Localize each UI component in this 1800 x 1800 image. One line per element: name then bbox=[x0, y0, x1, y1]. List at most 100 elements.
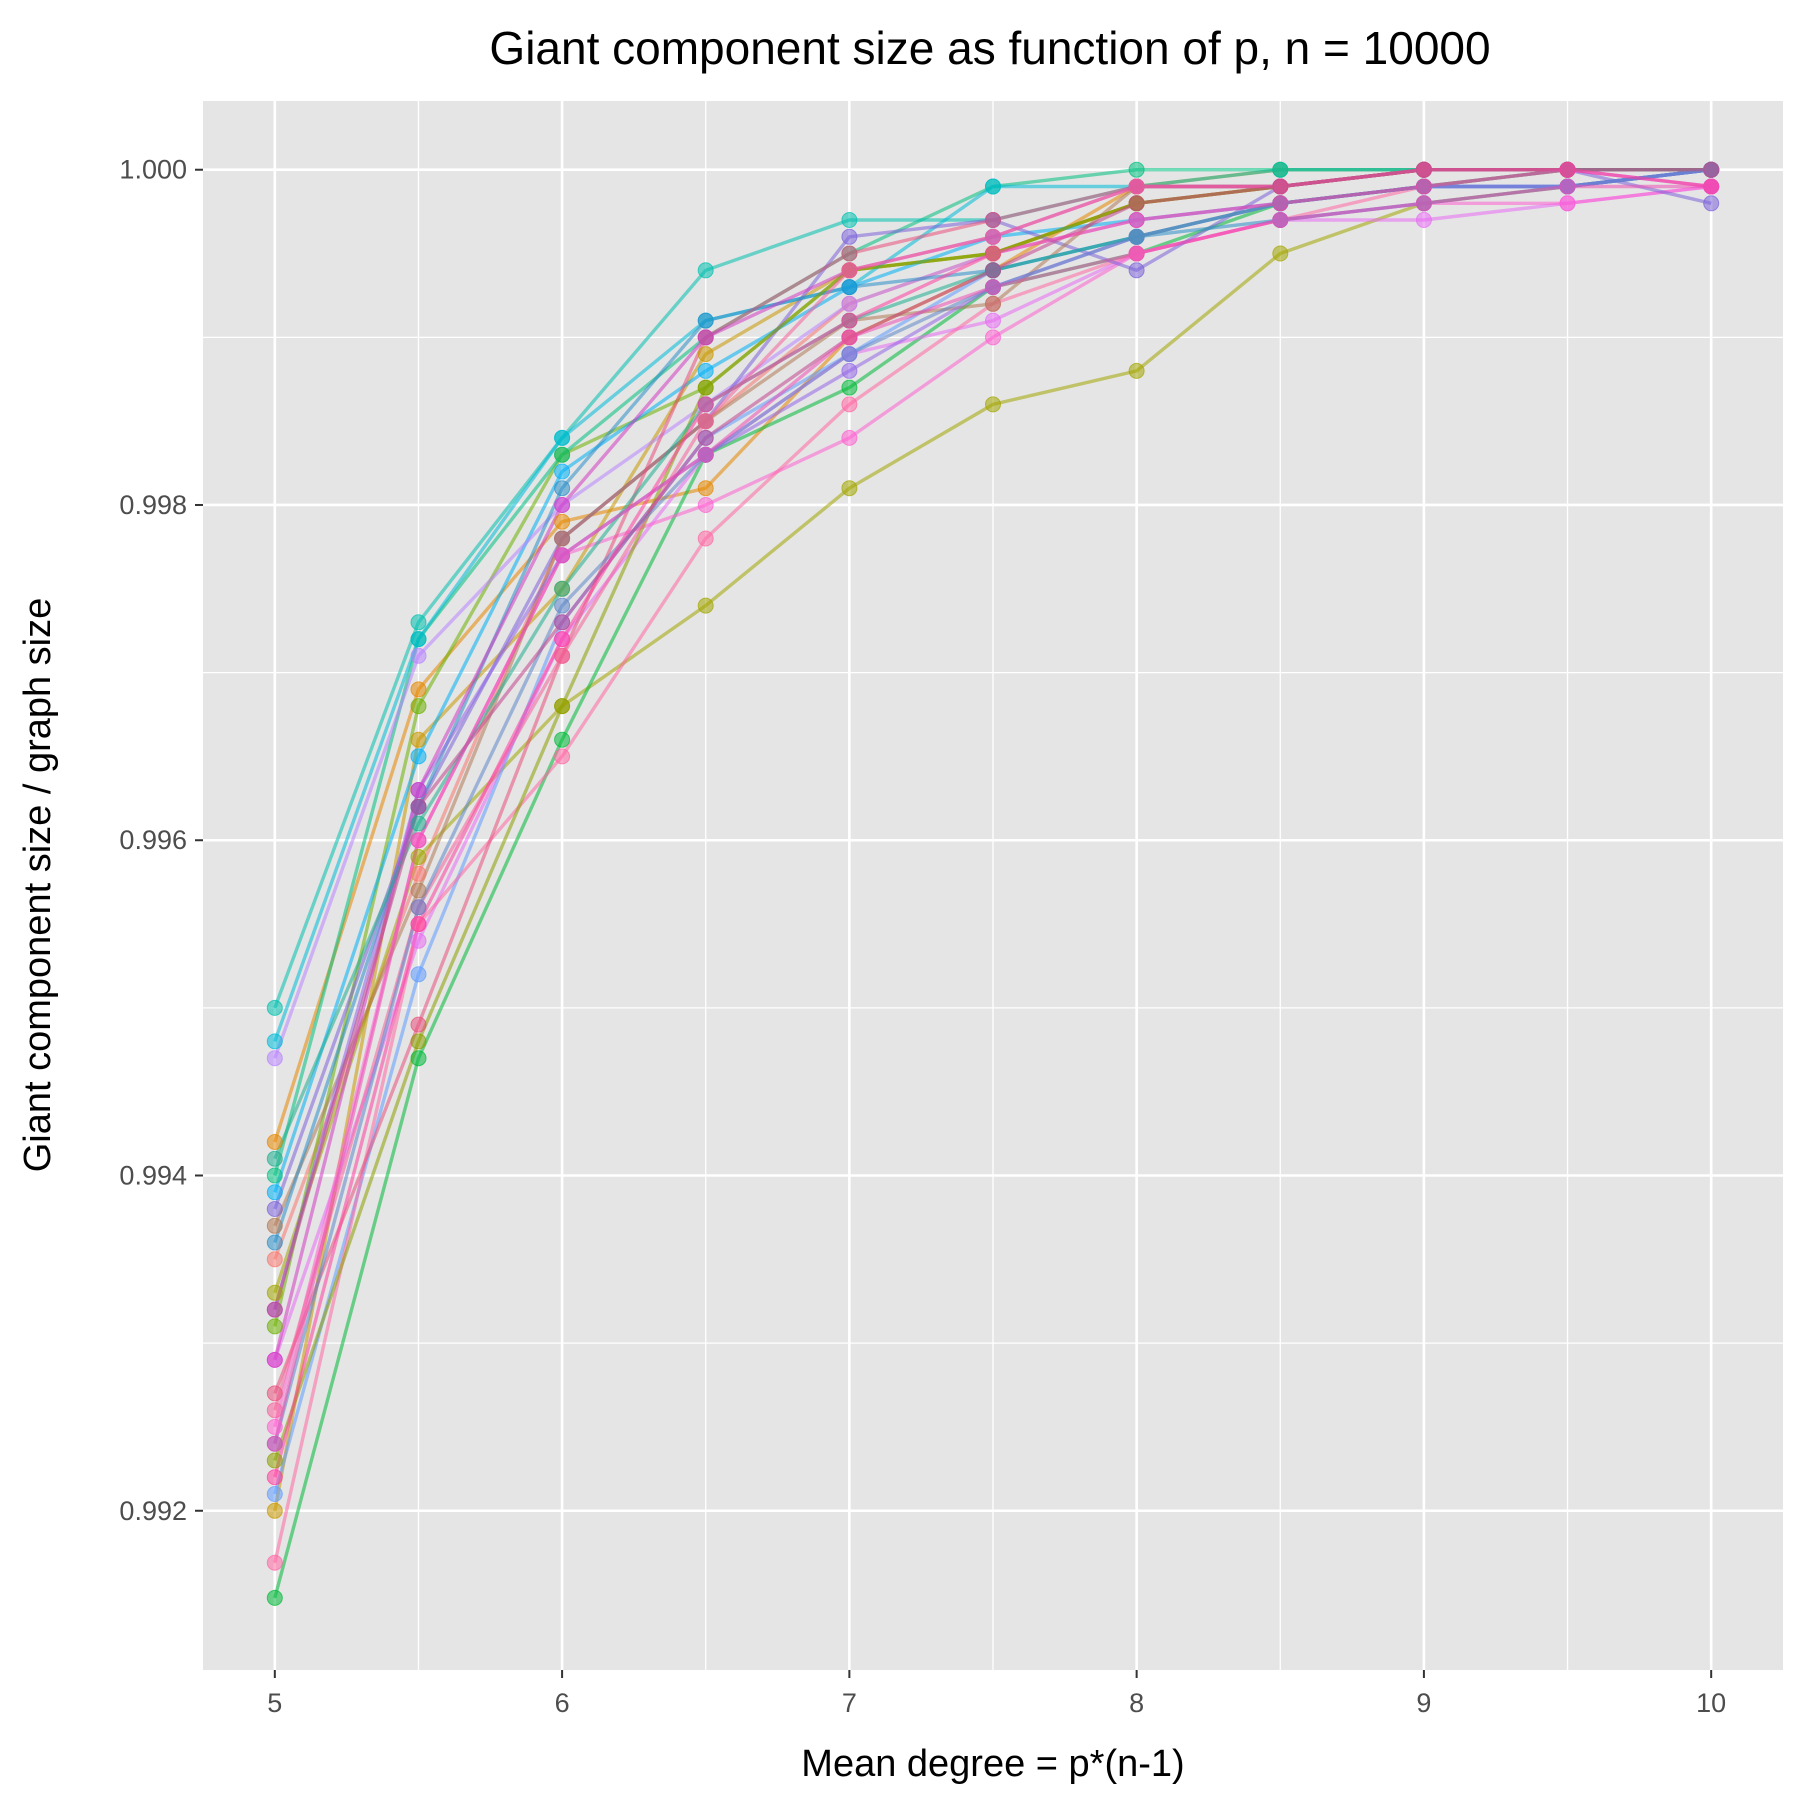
data-point bbox=[1703, 161, 1720, 178]
data-point bbox=[1128, 228, 1145, 245]
data-point bbox=[1128, 195, 1145, 212]
data-point bbox=[554, 429, 571, 446]
data-point bbox=[1703, 195, 1720, 212]
data-point bbox=[841, 212, 858, 228]
data-point bbox=[985, 212, 1001, 228]
data-point bbox=[554, 463, 571, 480]
series-points bbox=[266, 161, 1720, 1606]
data-point bbox=[697, 446, 714, 463]
data-point bbox=[697, 413, 714, 430]
data-point bbox=[841, 429, 858, 446]
y-axis-title: Giant component size / graph size bbox=[17, 598, 59, 1173]
data-point bbox=[1703, 178, 1720, 195]
data-point bbox=[841, 396, 858, 413]
data-point bbox=[985, 312, 1001, 329]
data-point bbox=[841, 228, 858, 245]
x-tick-label: 6 bbox=[555, 1688, 570, 1718]
data-point bbox=[1272, 178, 1289, 195]
data-point bbox=[266, 1134, 283, 1150]
data-point bbox=[266, 1402, 283, 1419]
data-point bbox=[266, 1234, 283, 1251]
data-point bbox=[1272, 161, 1289, 178]
data-point bbox=[1128, 212, 1145, 228]
data-point bbox=[554, 480, 571, 497]
data-point bbox=[410, 614, 427, 631]
x-tick-label: 9 bbox=[1416, 1688, 1431, 1718]
data-point bbox=[1272, 195, 1289, 212]
data-point bbox=[410, 681, 427, 698]
data-point bbox=[266, 1284, 283, 1301]
data-point bbox=[697, 480, 714, 497]
data-point bbox=[554, 698, 571, 715]
data-point bbox=[985, 178, 1001, 195]
x-axis-title: Mean degree = p*(n-1) bbox=[801, 1743, 1184, 1785]
data-point bbox=[985, 279, 1001, 296]
data-point bbox=[266, 1418, 283, 1435]
data-point bbox=[266, 1201, 283, 1217]
data-point bbox=[554, 580, 571, 597]
y-tick-label: 0.996 bbox=[119, 825, 187, 855]
data-point bbox=[1128, 245, 1145, 262]
data-point bbox=[266, 1486, 283, 1502]
data-point bbox=[554, 631, 571, 648]
data-point bbox=[697, 329, 714, 346]
data-point bbox=[697, 379, 714, 396]
data-point bbox=[266, 1050, 283, 1067]
data-point bbox=[410, 798, 427, 815]
chart-title: Giant component size as function of p, n… bbox=[489, 22, 1490, 74]
data-point bbox=[410, 815, 427, 832]
data-point bbox=[554, 530, 571, 547]
data-point bbox=[1559, 195, 1576, 212]
data-point bbox=[841, 480, 858, 497]
data-point bbox=[410, 932, 427, 949]
data-point bbox=[841, 262, 858, 279]
data-point bbox=[554, 597, 571, 614]
data-point bbox=[410, 832, 427, 849]
data-point bbox=[410, 899, 427, 916]
y-tick-label: 1.000 bbox=[119, 155, 187, 185]
data-point bbox=[1415, 161, 1432, 178]
data-point bbox=[554, 547, 571, 564]
data-point bbox=[554, 446, 571, 463]
data-point bbox=[697, 429, 714, 446]
data-point bbox=[841, 329, 858, 346]
data-point bbox=[266, 1033, 283, 1050]
y-tick-label: 0.994 bbox=[119, 1160, 187, 1190]
data-point bbox=[841, 245, 858, 262]
data-point bbox=[410, 865, 427, 882]
data-point bbox=[266, 1167, 283, 1184]
data-point bbox=[697, 396, 714, 413]
data-point bbox=[410, 849, 427, 865]
data-point bbox=[841, 362, 858, 379]
data-point bbox=[1272, 212, 1289, 228]
data-point bbox=[410, 882, 427, 899]
data-point bbox=[697, 262, 714, 279]
data-point bbox=[410, 1016, 427, 1033]
data-point bbox=[266, 1554, 283, 1571]
data-point bbox=[266, 1318, 283, 1335]
data-point bbox=[410, 631, 427, 648]
y-tick-label: 0.992 bbox=[119, 1496, 187, 1526]
data-point bbox=[841, 312, 858, 329]
data-point bbox=[1128, 362, 1145, 379]
data-point bbox=[985, 295, 1001, 312]
data-point bbox=[266, 1184, 283, 1201]
data-point bbox=[841, 279, 858, 296]
data-point bbox=[697, 362, 714, 379]
y-tick-label: 0.998 bbox=[119, 490, 187, 520]
data-point bbox=[554, 731, 571, 748]
data-point bbox=[697, 497, 714, 513]
data-point bbox=[266, 1251, 283, 1268]
data-point bbox=[697, 346, 714, 363]
data-point bbox=[985, 228, 1001, 245]
data-point bbox=[266, 999, 283, 1016]
data-point bbox=[697, 597, 714, 614]
data-point bbox=[1272, 245, 1289, 262]
data-point bbox=[266, 1217, 283, 1234]
data-point bbox=[985, 262, 1001, 279]
data-point bbox=[985, 245, 1001, 262]
data-point bbox=[1415, 212, 1432, 228]
data-point bbox=[266, 1150, 283, 1167]
data-point bbox=[1559, 178, 1576, 195]
